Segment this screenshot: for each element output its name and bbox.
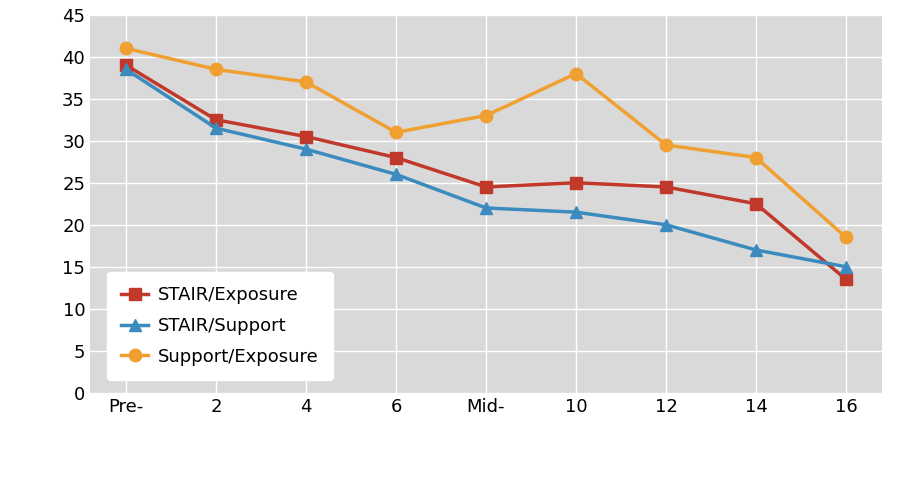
- STAIR/Support: [841, 264, 851, 270]
- Legend: STAIR/Exposure, STAIR/Support, Support/Exposure: STAIR/Exposure, STAIR/Support, Support/E…: [107, 272, 333, 380]
- STAIR/Support: [391, 171, 401, 177]
- STAIR/Exposure: [661, 184, 671, 190]
- Support/Exposure: [211, 66, 221, 72]
- STAIR/Exposure: [751, 201, 761, 207]
- STAIR/Exposure: [301, 134, 311, 139]
- STAIR/Support: [211, 125, 221, 131]
- Support/Exposure: [751, 155, 761, 161]
- Support/Exposure: [571, 71, 581, 77]
- STAIR/Exposure: [481, 184, 491, 190]
- STAIR/Support: [121, 66, 131, 72]
- STAIR/Exposure: [571, 180, 581, 186]
- Line: STAIR/Support: STAIR/Support: [120, 63, 852, 273]
- STAIR/Exposure: [841, 276, 851, 282]
- STAIR/Exposure: [121, 62, 131, 68]
- Support/Exposure: [301, 79, 311, 85]
- STAIR/Support: [751, 247, 761, 253]
- STAIR/Support: [481, 205, 491, 211]
- STAIR/Support: [571, 209, 581, 215]
- STAIR/Exposure: [391, 155, 401, 161]
- Support/Exposure: [661, 142, 671, 148]
- Support/Exposure: [391, 130, 401, 136]
- Line: STAIR/Exposure: STAIR/Exposure: [120, 59, 852, 286]
- Line: Support/Exposure: Support/Exposure: [120, 42, 852, 244]
- Support/Exposure: [481, 112, 491, 118]
- STAIR/Support: [661, 222, 671, 228]
- STAIR/Exposure: [211, 117, 221, 123]
- Support/Exposure: [121, 45, 131, 51]
- Support/Exposure: [841, 234, 851, 240]
- STAIR/Support: [301, 146, 311, 152]
